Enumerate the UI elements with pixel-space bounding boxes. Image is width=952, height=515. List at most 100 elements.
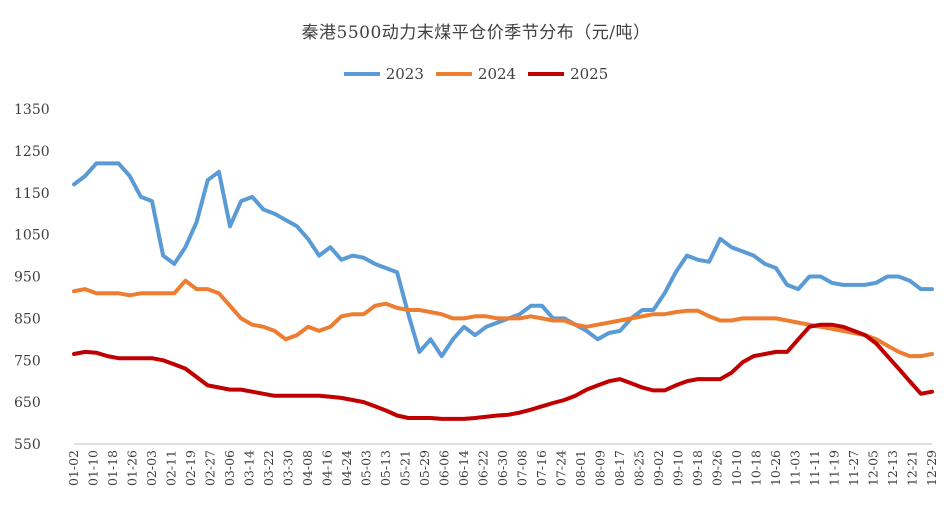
data-point-2024 <box>495 316 499 320</box>
data-point-2024 <box>228 304 232 308</box>
x-tick-label: 09-02 <box>651 450 666 486</box>
x-tick-label: 06-30 <box>495 450 510 486</box>
data-point-2025 <box>885 354 889 358</box>
data-point-2025 <box>284 394 288 398</box>
data-point-2023 <box>729 245 733 249</box>
data-point-2025 <box>763 352 767 356</box>
data-point-2025 <box>172 362 176 366</box>
data-point-2023 <box>930 287 934 291</box>
x-tick-label: 06-06 <box>437 450 452 486</box>
data-point-2023 <box>295 224 299 228</box>
data-point-2023 <box>718 237 722 241</box>
data-point-2023 <box>228 224 232 228</box>
data-point-2023 <box>72 182 76 186</box>
x-tick-label: 06-22 <box>476 450 491 486</box>
data-point-2023 <box>830 281 834 285</box>
data-point-2024 <box>128 293 132 297</box>
x-tick-label: 09-18 <box>690 450 705 486</box>
data-point-2023 <box>150 199 154 203</box>
legend-swatch <box>528 72 565 76</box>
data-point-2024 <box>640 314 644 318</box>
data-point-2025 <box>351 398 355 402</box>
y-tick-label: 950 <box>14 270 41 286</box>
data-point-2023 <box>796 287 800 291</box>
data-point-2025 <box>752 354 756 358</box>
y-tick-label: 750 <box>14 353 41 369</box>
data-point-2024 <box>183 279 187 283</box>
data-point-2025 <box>663 388 667 392</box>
data-point-2023 <box>752 254 756 258</box>
x-tick-label: 04-16 <box>320 450 335 486</box>
data-point-2025 <box>908 379 912 383</box>
x-tick-label: 09-10 <box>671 450 686 486</box>
data-point-2024 <box>551 319 555 322</box>
data-point-2025 <box>807 325 811 329</box>
data-point-2025 <box>328 395 332 399</box>
data-point-2024 <box>206 287 210 291</box>
data-point-2025 <box>117 356 121 360</box>
data-point-2024 <box>707 314 711 318</box>
data-point-2023 <box>83 174 87 178</box>
data-point-2023 <box>785 283 789 287</box>
data-point-2025 <box>930 390 934 394</box>
data-point-2023 <box>529 304 533 308</box>
data-point-2023 <box>429 337 433 341</box>
data-point-2023 <box>819 275 823 278</box>
data-point-2025 <box>462 417 466 421</box>
data-point-2023 <box>417 350 421 354</box>
series-2024 <box>72 278 934 359</box>
x-tick-label: 12-21 <box>905 450 920 486</box>
data-point-2024 <box>562 319 566 322</box>
y-tick-label: 1350 <box>14 102 50 118</box>
data-point-2024 <box>885 344 889 348</box>
data-point-2023 <box>640 308 644 312</box>
data-point-2025 <box>718 377 722 381</box>
x-tick-label: 01-18 <box>105 450 120 486</box>
data-point-2023 <box>540 304 544 308</box>
data-point-2024 <box>72 289 76 293</box>
data-point-2025 <box>339 396 343 400</box>
data-point-2024 <box>607 321 611 325</box>
legend-item-2023: 2023 <box>343 65 424 83</box>
data-point-2024 <box>830 327 834 331</box>
x-tick-label: 10-10 <box>729 450 744 486</box>
series-2025 <box>72 322 934 421</box>
data-point-2025 <box>729 371 733 375</box>
data-point-2025 <box>161 358 165 362</box>
data-point-2024 <box>451 316 455 320</box>
data-point-2023 <box>651 308 655 312</box>
x-tick-label: 10-18 <box>749 450 764 486</box>
x-tick-label: 08-01 <box>573 450 588 486</box>
data-point-2024 <box>484 314 488 318</box>
data-point-2025 <box>440 417 444 421</box>
data-point-2024 <box>339 314 343 318</box>
data-point-2023 <box>239 199 243 203</box>
data-point-2023 <box>462 325 466 329</box>
data-point-2025 <box>128 356 132 360</box>
data-point-2024 <box>462 316 466 320</box>
data-point-2023 <box>384 266 388 270</box>
data-point-2023 <box>261 208 265 211</box>
data-point-2025 <box>273 394 277 398</box>
data-point-2025 <box>796 337 800 341</box>
data-point-2023 <box>484 325 488 329</box>
x-tick-label: 11-19 <box>827 450 842 486</box>
data-point-2025 <box>94 351 98 355</box>
data-point-2025 <box>830 323 834 327</box>
data-point-2024 <box>629 316 633 320</box>
data-point-2025 <box>540 404 544 408</box>
data-point-2024 <box>874 337 878 341</box>
data-point-2023 <box>328 245 332 249</box>
data-point-2025 <box>295 394 299 398</box>
data-point-2024 <box>763 316 767 320</box>
data-point-2024 <box>417 308 421 312</box>
data-point-2025 <box>774 350 778 354</box>
y-tick-label: 1150 <box>14 186 50 202</box>
data-point-2024 <box>295 333 299 337</box>
data-point-2025 <box>239 388 243 392</box>
data-point-2025 <box>228 388 232 392</box>
x-tick-label: 11-03 <box>788 450 803 486</box>
data-point-2025 <box>373 404 377 408</box>
series-2023 <box>72 161 934 359</box>
